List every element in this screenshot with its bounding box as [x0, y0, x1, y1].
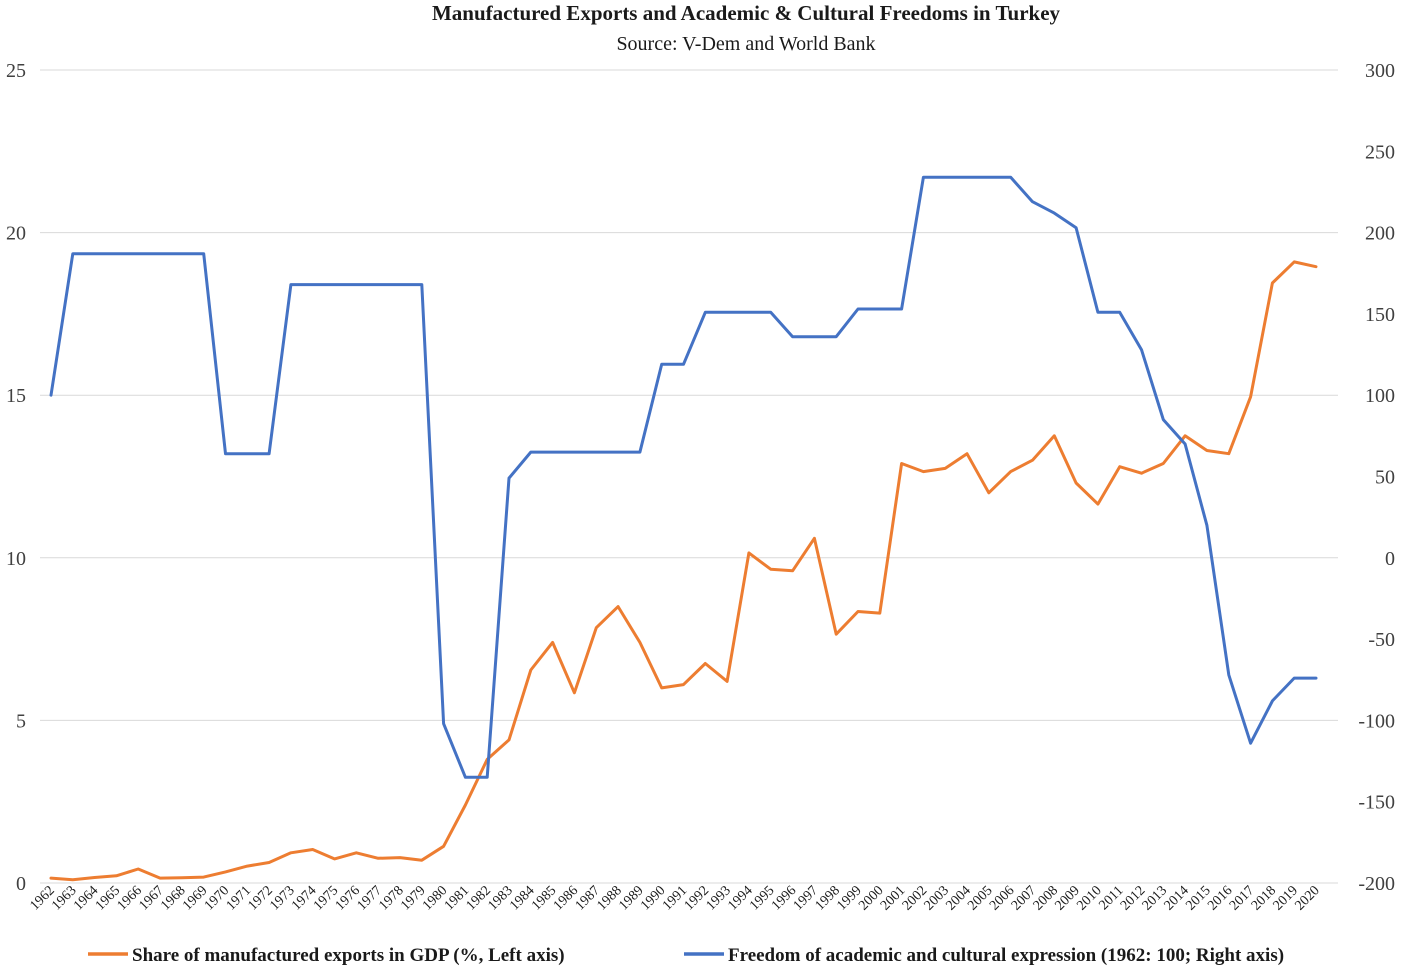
chart-subtitle: Source: V-Dem and World Bank: [616, 33, 875, 55]
left-tick-label: 5: [16, 710, 26, 732]
gridlines: [40, 69, 1338, 884]
right-tick-label: -150: [1358, 792, 1395, 814]
right-tick-label: 200: [1365, 223, 1395, 245]
left-tick-label: 20: [6, 223, 26, 245]
right-tick-label: -200: [1358, 873, 1395, 895]
x-tick-label: 2020: [1292, 883, 1322, 913]
right-tick-label: 300: [1365, 60, 1395, 82]
right-tick-label: 0: [1385, 548, 1395, 570]
left-tick-label: 10: [6, 548, 26, 570]
right-tick-label: 250: [1365, 141, 1395, 163]
legend-label-freedom: Freedom of academic and cultural express…: [728, 945, 1284, 966]
right-tick-label: 150: [1365, 304, 1395, 326]
left-tick-label: 15: [6, 385, 26, 407]
chart-title: Manufactured Exports and Academic & Cult…: [432, 1, 1061, 25]
right-tick-label: -50: [1368, 629, 1395, 651]
left-tick-label: 0: [16, 873, 26, 895]
legend: Share of manufactured exports in GDP (%,…: [88, 945, 1284, 966]
right-tick-label: 100: [1365, 385, 1395, 407]
right-tick-label: 50: [1375, 467, 1395, 489]
series-line-exports: [49, 260, 1318, 882]
legend-label-exports: Share of manufactured exports in GDP (%,…: [132, 945, 565, 966]
series-line-freedom: [49, 175, 1318, 779]
series-lines: [49, 175, 1318, 882]
x-axis: 1962196319641965196619671968196919701971…: [27, 883, 1322, 913]
right-y-axis: -200 -150 -100 -50 0 50 100 150 200 250 300: [1358, 60, 1395, 895]
left-y-axis: 0 5 10 15 20 25: [6, 60, 26, 895]
right-tick-label: -100: [1358, 710, 1395, 732]
left-tick-label: 25: [6, 60, 26, 82]
